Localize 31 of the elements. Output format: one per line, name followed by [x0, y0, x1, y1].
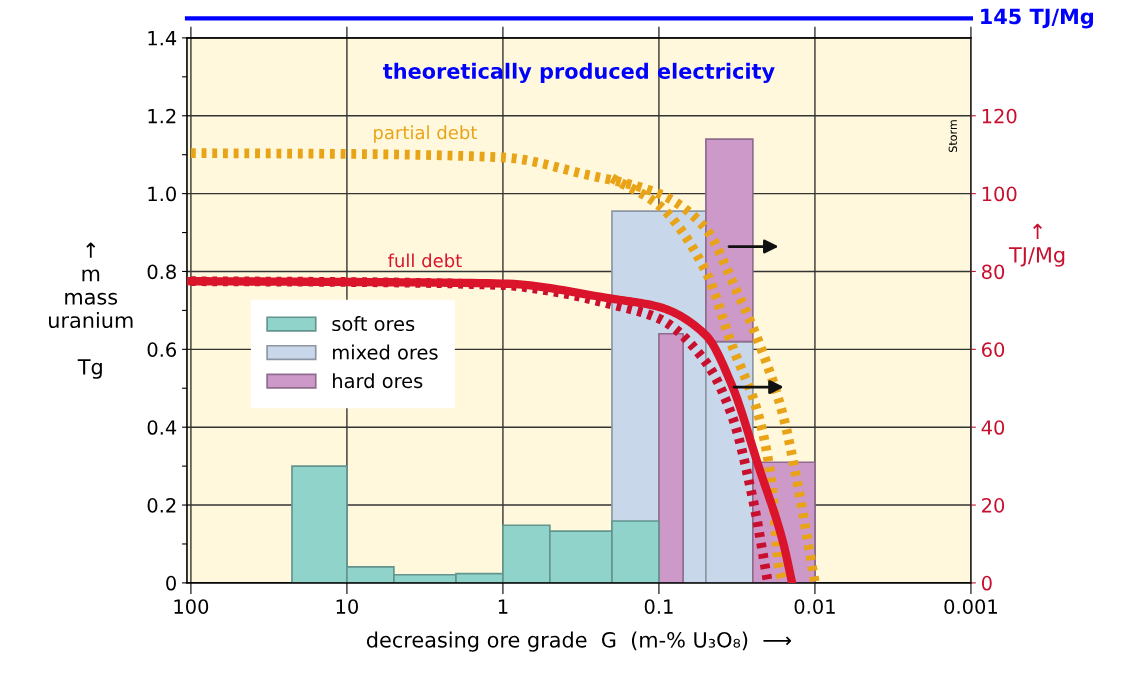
x-axis-title: decreasing ore grade G (m-% U₃O₈) ⟶ — [366, 631, 792, 652]
y-tick-label: 0.8 — [147, 264, 176, 280]
y-tick-label: 1.0 — [148, 186, 176, 202]
y-tick-label: 0.4 — [147, 420, 177, 435]
x-tick-label: 0.01 — [794, 599, 835, 614]
text: ↑ m mass uranium Tg — [49, 242, 133, 379]
x-tick-label: 10 — [336, 599, 358, 614]
y2-tick-label: 120 — [982, 108, 1017, 124]
legend-label: hard ores — [333, 373, 423, 389]
annotation: Storm — [948, 120, 958, 152]
ref-line-label: 145 TJ/Mg — [981, 8, 1093, 29]
y2-tick-label: 0 — [981, 575, 992, 591]
y2-axis-title: ↑ TJ/Mg — [1008, 223, 1065, 267]
y-tick-label: 1.4 — [148, 31, 177, 46]
y-tick-label: 0 — [166, 575, 176, 591]
x-tick-label: 100 — [174, 599, 209, 614]
y-tick-label: 1.2 — [148, 108, 176, 124]
y2-tick-label: 40 — [981, 420, 1005, 435]
x-tick-label: 0.1 — [644, 599, 673, 614]
y2-tick-label: 60 — [982, 342, 1005, 357]
series-label: partial debt — [374, 125, 477, 143]
y2-tick-label: 100 — [982, 186, 1017, 202]
y-tick-label: 0.2 — [147, 498, 176, 513]
y2-tick-label: 20 — [982, 498, 1005, 513]
legend-label: soft ores — [332, 316, 415, 332]
y2-tick-label: 80 — [981, 264, 1005, 280]
legend-label: mixed ores — [333, 344, 438, 360]
series-label: full debt — [387, 253, 462, 268]
x-tick-label: 0.001 — [944, 599, 997, 614]
x-tick-label: 1 — [498, 599, 508, 614]
y-tick-label: 0.6 — [147, 342, 177, 357]
